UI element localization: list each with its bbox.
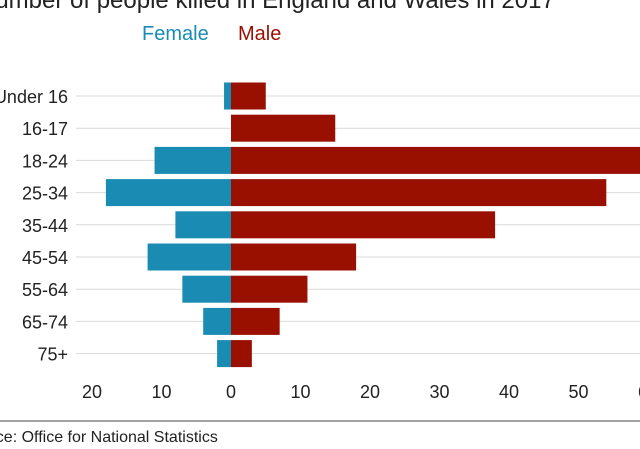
x-tick-label: 50 [568,382,588,402]
bar-female-18-24 [154,146,231,174]
x-tick-label: 40 [499,382,519,402]
female-bars [105,82,231,368]
x-tick-label: 0 [226,382,236,402]
x-tick-label: 20 [82,382,102,402]
x-tick-label: 30 [429,382,449,402]
category-labels: Under 16 16-17 18-24 25-34 35-44 45-54 55-64 65… [0,87,68,365]
x-tick-label: 10 [290,382,310,402]
category-label: 75+ [37,345,68,365]
bar-female-65-74 [203,307,231,335]
bar-female-75+ [217,340,231,368]
source-note: Source: Office for National Statistics [0,429,218,446]
x-tick-label: 20 [360,382,380,402]
category-label: 55-64 [22,280,68,300]
category-label: 16-17 [22,119,68,139]
x-tick-label: 60 [638,382,640,402]
bar-female-35-44 [175,211,231,239]
bar-female-55-64 [182,275,231,303]
bar-male-75+ [231,340,252,368]
category-label: 65-74 [22,312,68,332]
category-label: Under 16 [0,87,68,107]
bar-male-16-17 [231,114,336,142]
bar-male-55-64 [231,275,308,303]
legend-female: Female [142,23,209,45]
bar-male-65-74 [231,307,280,335]
bar-female-25-34 [105,179,231,207]
bar-female-under-16 [224,82,231,110]
bar-female-45-54 [147,243,231,271]
x-tick-label: 10 [151,382,171,402]
bar-male-25-34 [231,179,607,207]
category-label: 45-54 [22,248,68,268]
category-label: 35-44 [22,216,68,236]
legend-male: Male [238,23,281,45]
bar-male-under-16 [231,82,266,110]
category-label: 18-24 [22,151,68,171]
chart-title: Number of people killed in England and W… [0,0,555,14]
bar-male-18-24 [231,146,640,174]
x-axis-ticks: 20 10 0 10 20 30 40 50 60 [82,382,640,402]
male-bars [231,82,640,368]
bar-male-35-44 [231,211,496,239]
category-label: 25-34 [22,184,68,204]
bar-male-45-54 [231,243,357,271]
